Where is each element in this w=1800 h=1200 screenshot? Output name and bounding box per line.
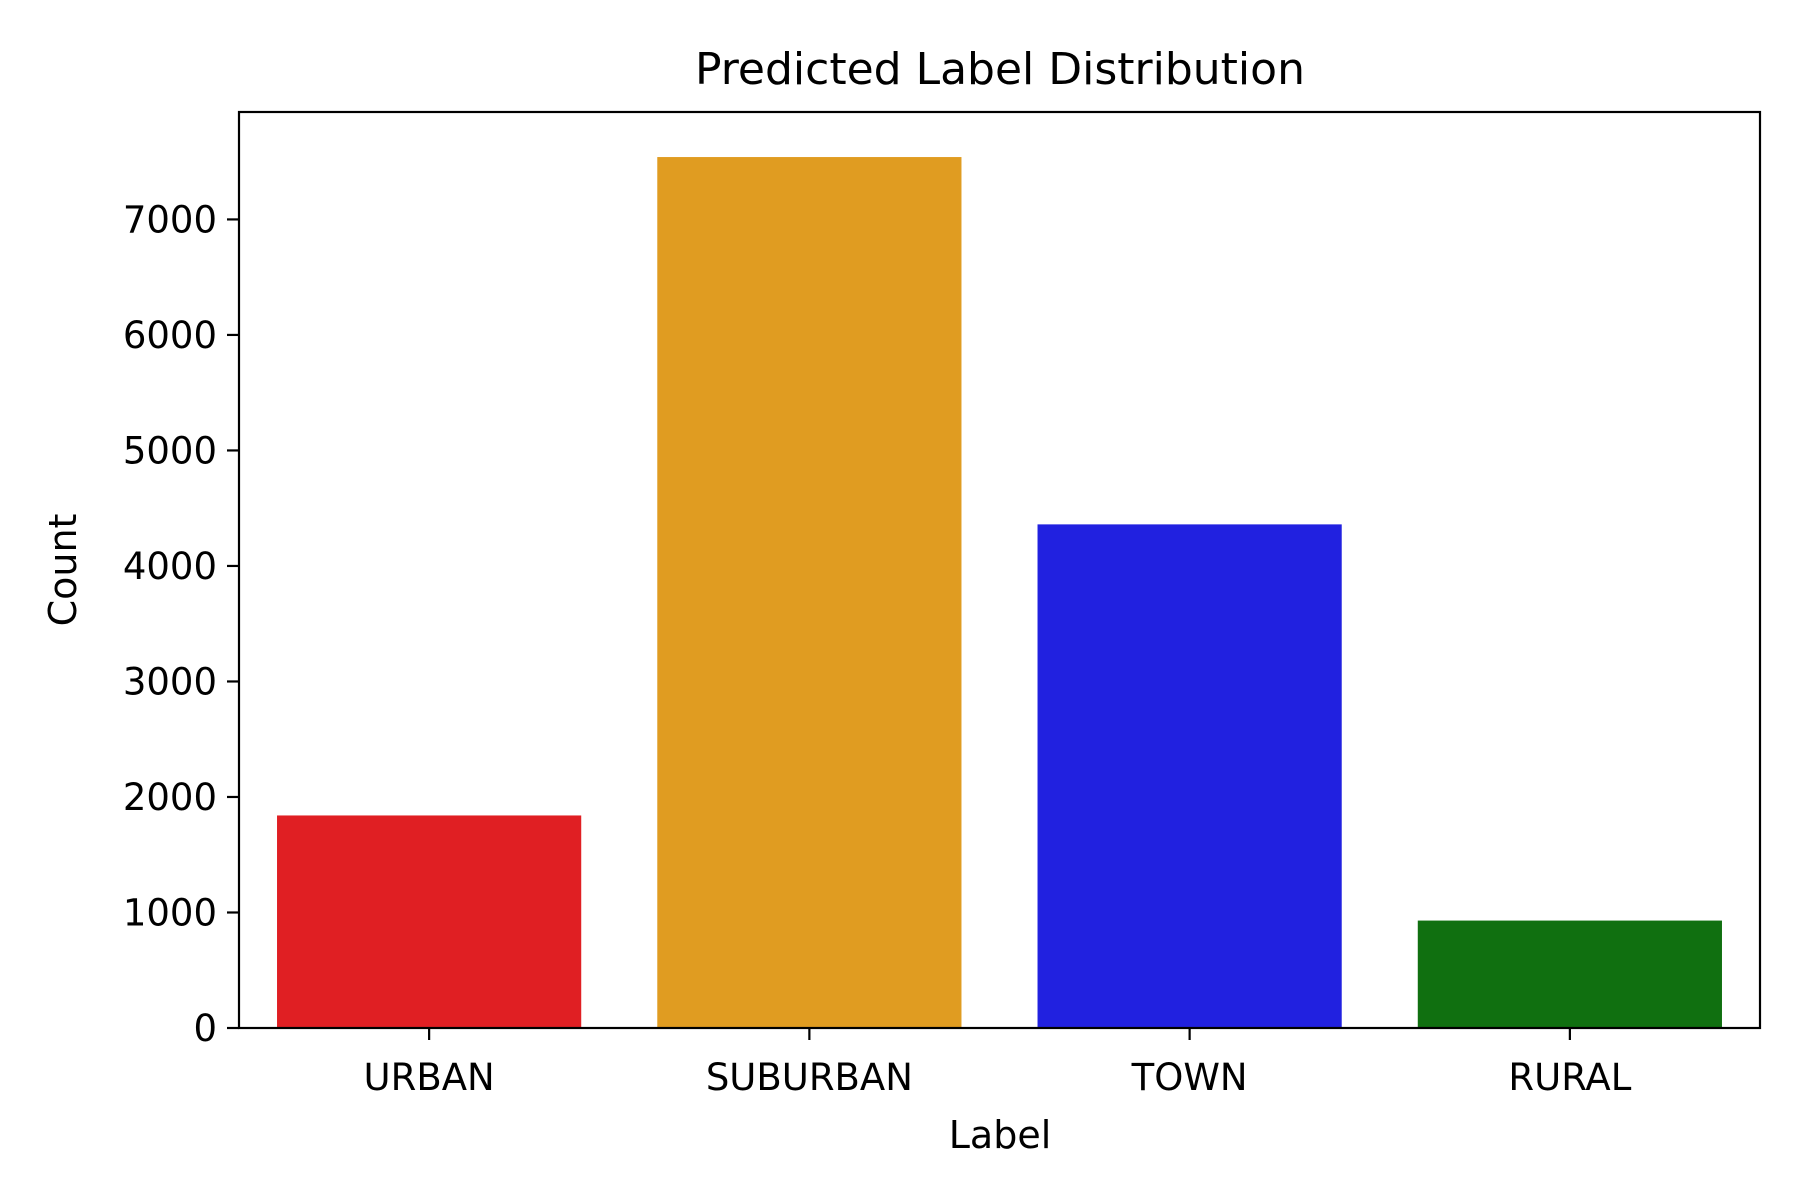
chart-title: Predicted Label Distribution bbox=[695, 44, 1305, 95]
bar-town bbox=[1037, 524, 1342, 1028]
plot-area-frame bbox=[237, 110, 1762, 1030]
y-tick-label: 5000 bbox=[123, 429, 217, 472]
x-tick-label: URBAN bbox=[364, 1056, 495, 1099]
y-tick-label: 3000 bbox=[123, 660, 217, 703]
y-tick-label: 7000 bbox=[123, 198, 217, 241]
y-tick-label: 1000 bbox=[123, 891, 217, 934]
bars-group bbox=[277, 157, 1722, 1028]
x-tick-label: SUBURBAN bbox=[706, 1056, 913, 1099]
y-axis-ticks: 0 1000 2000 3000 4000 5000 6000 7000 bbox=[123, 198, 239, 1050]
y-tick-label: 0 bbox=[193, 1007, 217, 1050]
y-tick-label: 2000 bbox=[123, 776, 217, 819]
bar-rural bbox=[1417, 920, 1722, 1028]
y-tick-label: 6000 bbox=[123, 314, 217, 357]
y-tick-label: 4000 bbox=[123, 545, 217, 588]
x-axis-ticks: URBAN SUBURBAN TOWN RURAL bbox=[364, 1028, 1632, 1099]
x-tick-label: RURAL bbox=[1508, 1056, 1631, 1099]
x-axis-label: Label bbox=[949, 1113, 1052, 1157]
y-axis-label: Count bbox=[41, 514, 85, 627]
bar-urban bbox=[277, 815, 582, 1028]
bar-suburban bbox=[657, 157, 962, 1028]
x-tick-label: TOWN bbox=[1131, 1056, 1248, 1099]
